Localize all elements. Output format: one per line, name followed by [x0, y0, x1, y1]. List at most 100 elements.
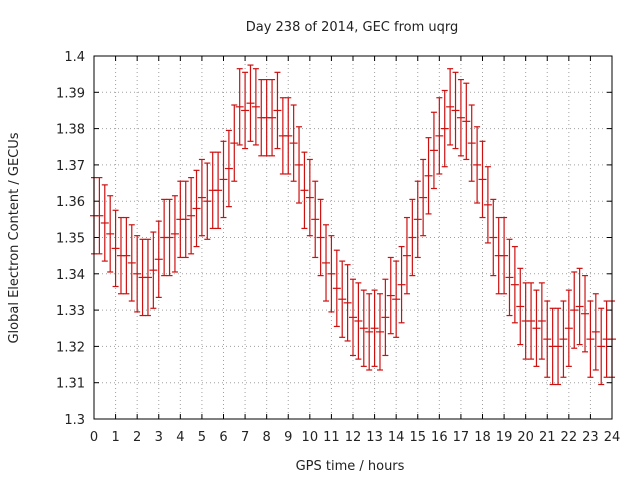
- data-point: [359, 289, 368, 367]
- data-point: [456, 78, 465, 157]
- data-point: [349, 278, 357, 357]
- data-point: [386, 256, 395, 335]
- data-point: [197, 158, 206, 237]
- data-point: [343, 264, 352, 342]
- data-point: [483, 166, 492, 244]
- data-point: [413, 180, 422, 259]
- data-point: [143, 238, 152, 317]
- data-point: [149, 231, 158, 309]
- x-tick-label: 3: [155, 430, 163, 445]
- y-tick-label: 1.33: [56, 304, 85, 319]
- data-point: [505, 238, 514, 317]
- data-point: [208, 151, 217, 230]
- x-tick-label: 21: [539, 430, 556, 445]
- y-axis-label: Global Electron Content / GECUs: [7, 132, 22, 343]
- data-point: [95, 177, 104, 255]
- data-point: [527, 282, 536, 360]
- data-point: [462, 82, 471, 161]
- x-tick-label: 12: [345, 430, 362, 445]
- data-point: [116, 216, 125, 295]
- data-point: [543, 300, 552, 378]
- axis-ticks: [93, 55, 613, 420]
- data-point: [300, 151, 309, 230]
- data-point: [165, 198, 174, 277]
- data-point: [354, 282, 363, 360]
- x-tick-label: 16: [431, 430, 448, 445]
- data-point: [467, 104, 476, 182]
- data-point: [365, 293, 374, 371]
- data-point: [521, 282, 530, 360]
- x-tick-label: 13: [366, 430, 383, 445]
- data-point: [262, 78, 271, 157]
- x-tick-label: 15: [409, 430, 426, 445]
- data-point: [473, 126, 482, 204]
- data-point: [575, 267, 584, 346]
- x-tick-labels: 0 1 2 3 4 5 6 7 8 9 10 11 12 13 14 15 16 17 18 19 20 21 22 23 24: [90, 430, 620, 445]
- x-tick-label: 6: [219, 430, 227, 445]
- x-axis-label: GPS time / hours: [296, 459, 405, 474]
- data-point: [446, 68, 455, 146]
- data-point: [554, 307, 563, 386]
- data-point: [429, 111, 438, 190]
- data-point: [408, 198, 417, 277]
- data-point: [532, 289, 541, 367]
- data-point: [402, 216, 411, 295]
- data-point: [170, 195, 179, 273]
- x-tick-label: 7: [241, 430, 249, 445]
- x-tick-label: 2: [133, 430, 141, 445]
- y-tick-label: 1.37: [56, 159, 85, 174]
- y-tick-label: 1.31: [56, 377, 85, 392]
- data-point: [214, 151, 223, 230]
- data-point: [510, 245, 519, 324]
- data-point: [122, 216, 131, 295]
- x-tick-label: 22: [561, 430, 578, 445]
- data-point: [224, 129, 233, 208]
- data-point: [564, 289, 573, 367]
- data-point: [187, 177, 196, 255]
- data-point: [251, 68, 260, 146]
- data-point: [570, 271, 579, 349]
- x-tick-label: 24: [604, 430, 621, 445]
- data-point: [257, 78, 266, 157]
- data-point: [586, 300, 595, 378]
- x-tick-label: 20: [517, 430, 534, 445]
- y-tick-label: 1.35: [56, 232, 85, 247]
- data-point: [516, 267, 525, 346]
- data-point: [305, 158, 314, 237]
- data-point: [127, 224, 136, 302]
- data-point: [203, 162, 212, 240]
- data-point: [581, 275, 590, 353]
- data-point: [311, 180, 320, 259]
- data-point: [106, 195, 115, 273]
- x-tick-label: 23: [582, 430, 599, 445]
- data-point: [289, 104, 298, 182]
- data-point: [419, 158, 428, 237]
- data-point: [133, 235, 142, 313]
- data-point: [111, 209, 120, 288]
- data-point: [219, 140, 228, 219]
- x-tick-label: 9: [284, 430, 292, 445]
- data-point: [295, 126, 304, 204]
- data-point: [440, 89, 449, 168]
- data-point: [381, 278, 390, 357]
- data-point: [424, 137, 433, 215]
- data-point: [370, 289, 379, 367]
- y-tick-label: 1.38: [56, 123, 85, 138]
- data-point: [591, 293, 600, 371]
- y-tick-label: 1.3: [64, 413, 85, 428]
- data-point: [241, 71, 250, 150]
- x-tick-label: 8: [263, 430, 271, 445]
- x-tick-label: 18: [474, 430, 491, 445]
- data-point: [435, 97, 444, 175]
- y-tick-label: 1.39: [56, 86, 85, 101]
- x-tick-label: 4: [176, 430, 184, 445]
- chart-title: Day 238 of 2014, GEC from uqrg: [246, 20, 459, 35]
- x-tick-label: 10: [302, 430, 319, 445]
- data-point: [327, 235, 336, 313]
- data-point: [500, 216, 509, 295]
- data-point: [332, 249, 341, 328]
- x-tick-label: 5: [198, 430, 206, 445]
- data-point: [548, 307, 557, 386]
- x-tick-label: 1: [111, 430, 119, 445]
